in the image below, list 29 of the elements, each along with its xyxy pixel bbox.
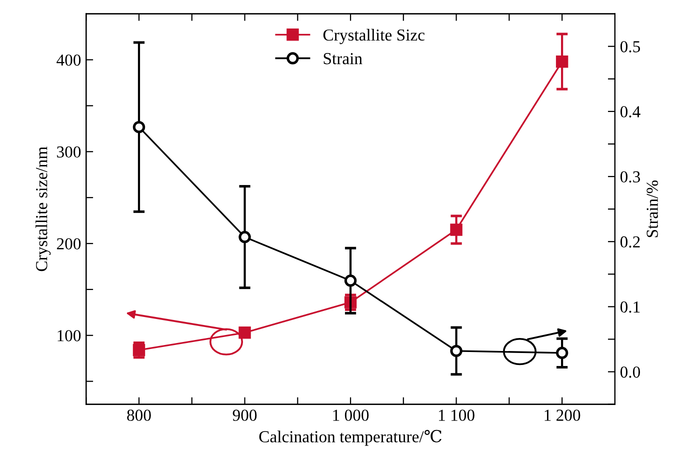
y-tick-label: 300 [57, 146, 81, 158]
point [450, 344, 462, 358]
point [132, 344, 146, 356]
y-tick-label: 200 [56, 238, 81, 250]
y-axis-title: Crystallite size/nm [36, 146, 51, 272]
point [238, 230, 251, 244]
y2-axis-title: Strain/% [646, 180, 658, 238]
x-tick-label: 900 [232, 410, 257, 421]
x-tick-label: 1 200 [544, 410, 580, 421]
point [238, 326, 251, 339]
x-axis-title: Calcination temperature/℃ [259, 430, 442, 446]
y2-tick-label: 0.5 [620, 41, 640, 52]
point [450, 224, 462, 236]
point [344, 274, 357, 287]
y2-tick-label: 0.4 [620, 106, 640, 118]
y2-tick-label: 0.3 [620, 171, 640, 183]
legend-label: Crystallite Sizc [323, 28, 424, 44]
legend-label: Strain [324, 53, 362, 64]
point [556, 346, 568, 359]
x-tick-label: 800 [127, 410, 151, 421]
x-tick-label: 1 000 [333, 410, 369, 421]
y2-tick-label: 0.2 [620, 236, 640, 248]
point [556, 55, 568, 68]
point [132, 120, 146, 134]
y-tick-label: 100 [58, 330, 81, 342]
x-tick-label: 1 100 [439, 410, 474, 421]
y2-tick-label: 0.0 [620, 366, 640, 378]
y2-tick-label: 0.1 [620, 301, 640, 313]
y-tick-label: 400 [56, 54, 81, 66]
